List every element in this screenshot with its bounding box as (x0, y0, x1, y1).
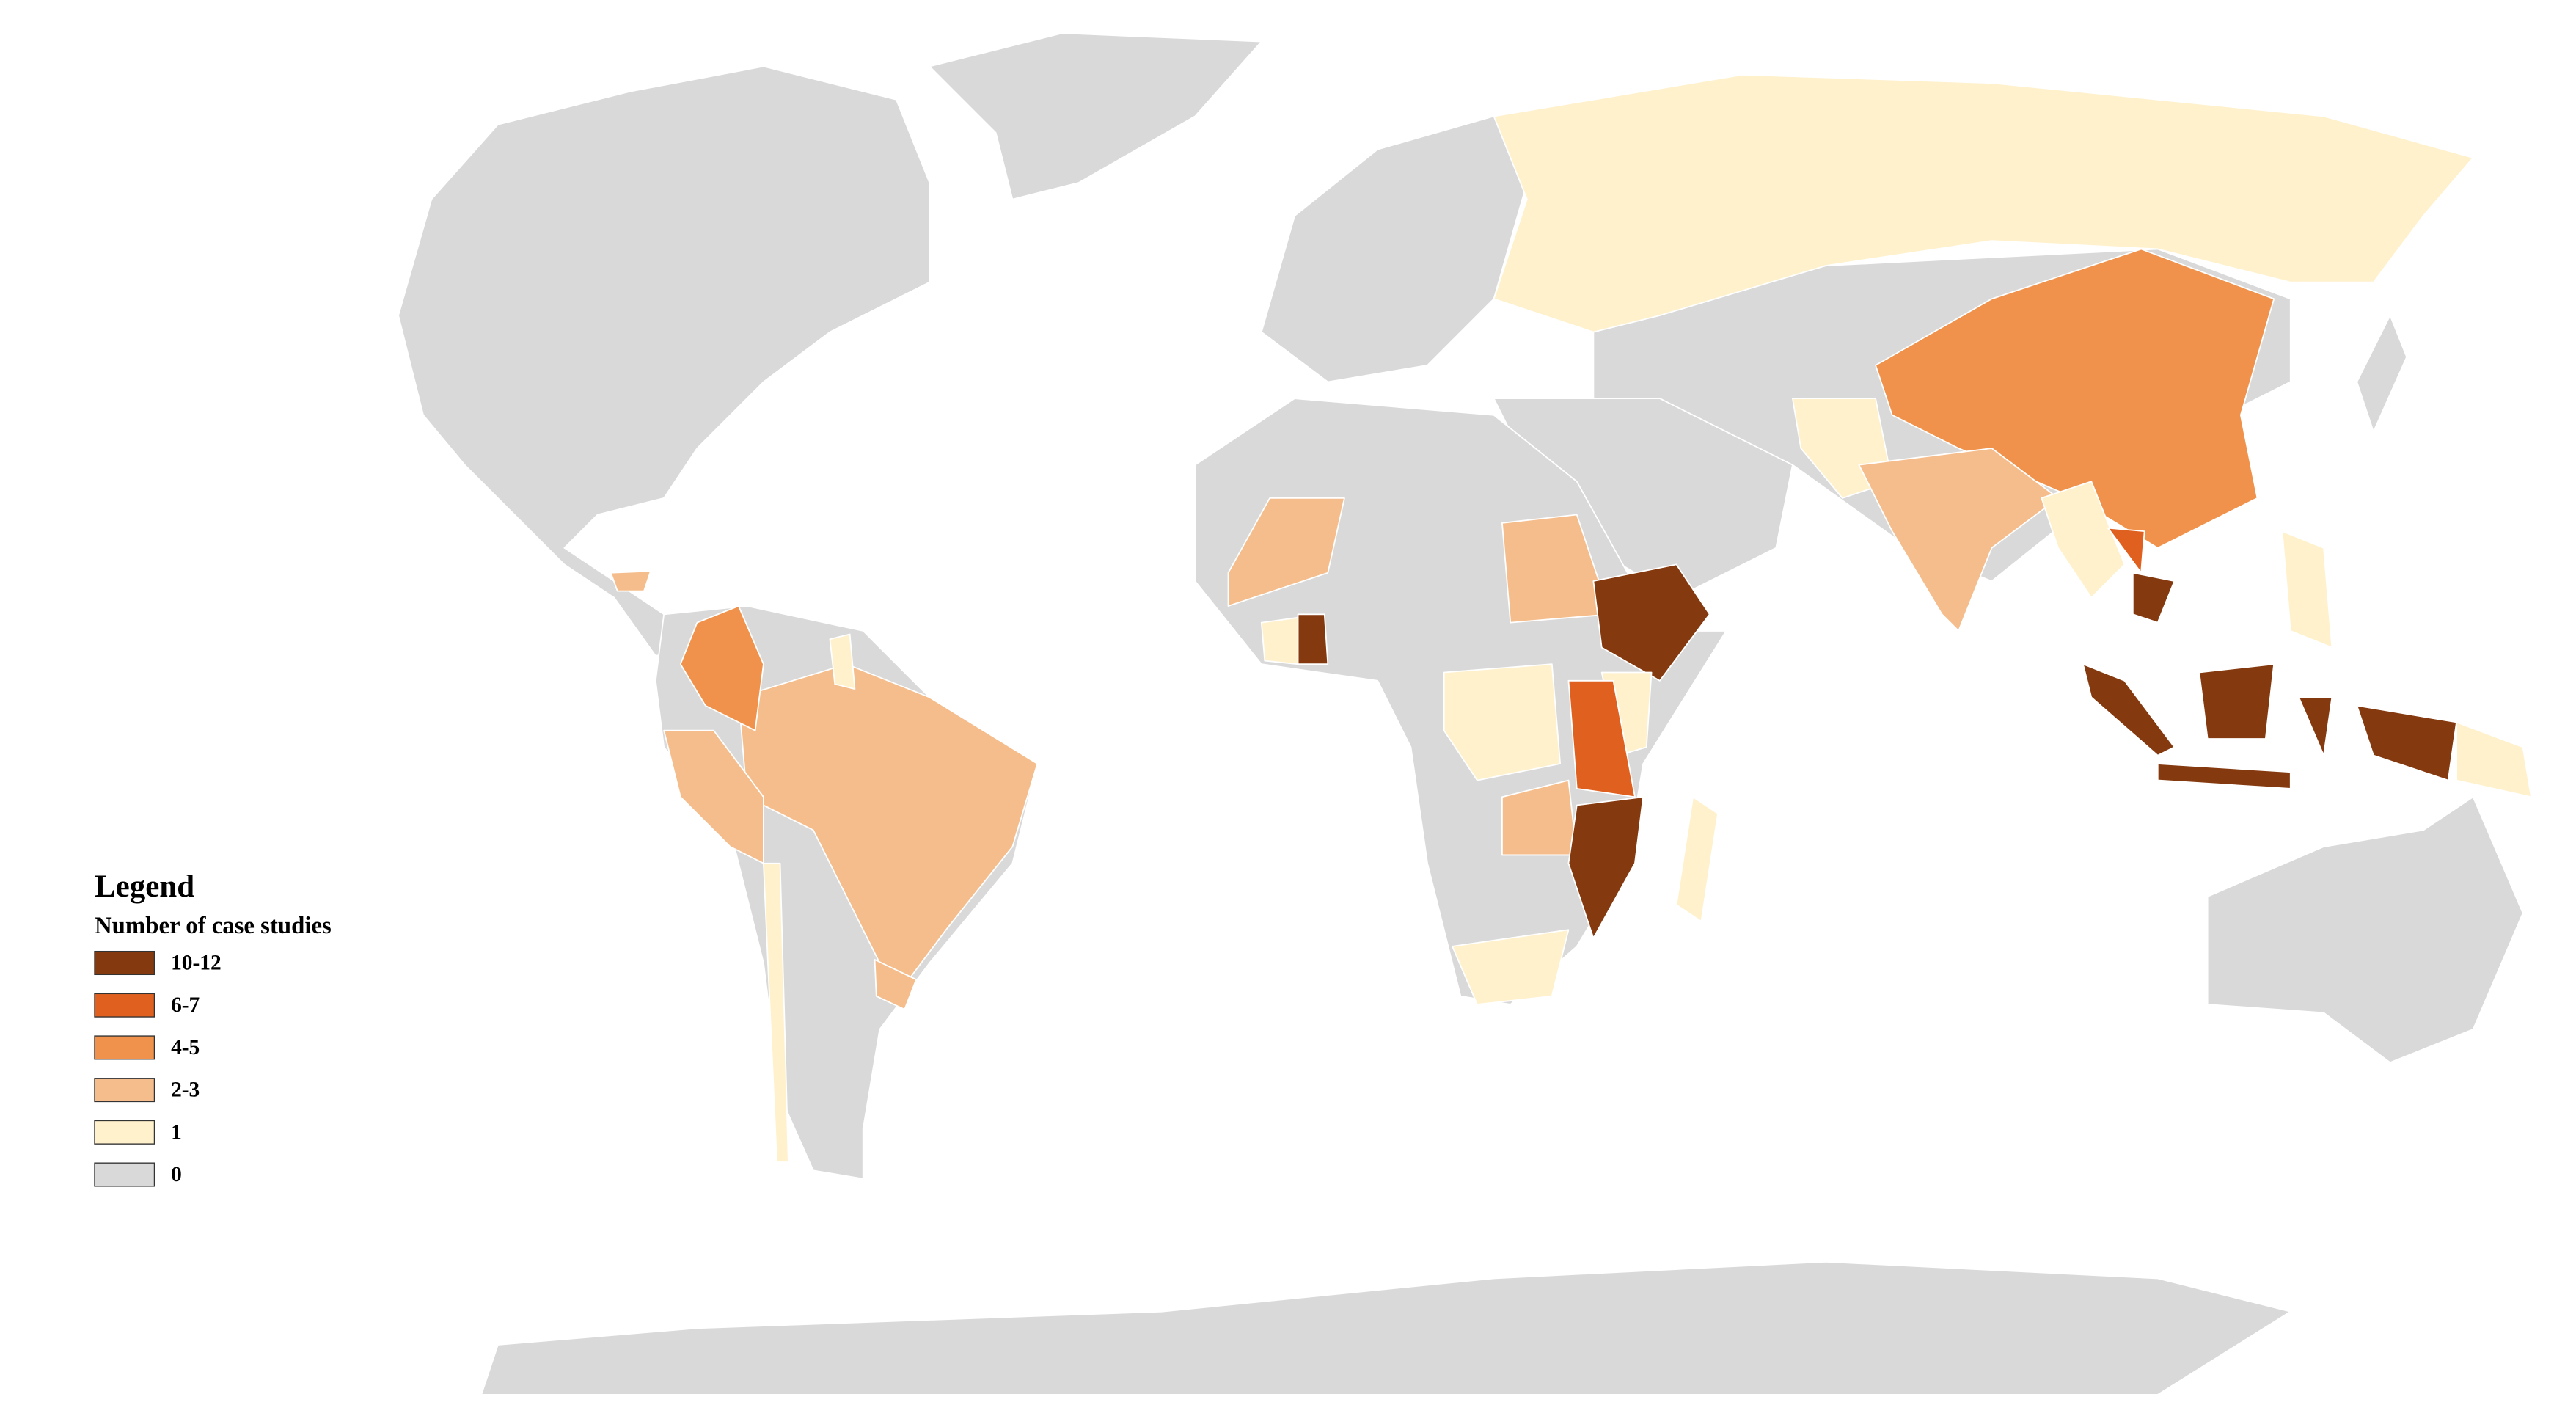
legend-title: Legend (95, 869, 194, 904)
mali (1227, 497, 1345, 607)
myanmar-thailand (2041, 481, 2126, 599)
mozambique (1567, 796, 1644, 939)
drc (1443, 663, 1562, 781)
legend: Legend Number of case studies 10-12 6-7 4-… (94, 869, 332, 1187)
japan (2356, 315, 2408, 433)
cote-divoire (1260, 616, 1299, 665)
legend-swatch (94, 1078, 155, 1103)
philippines (2281, 530, 2333, 649)
sulawesi (2298, 696, 2333, 756)
legend-label: 10-12 (171, 952, 222, 975)
legend-label: 1 (171, 1120, 182, 1144)
legend-swatch (94, 950, 155, 976)
madagascar (1675, 796, 1719, 922)
legend-swatch (94, 1162, 155, 1187)
india (1858, 448, 2059, 632)
greenland (929, 32, 1262, 200)
legend-subtitle: Number of case studies (95, 913, 332, 939)
legend-swatch (94, 1035, 155, 1060)
antarctica (480, 1260, 2291, 1395)
chile (763, 862, 789, 1163)
south-africa (1452, 929, 1570, 1005)
java (2156, 763, 2291, 789)
legend-label: 4-5 (171, 1036, 200, 1059)
north-america (398, 65, 931, 657)
tanzania (1567, 679, 1636, 798)
colombia (679, 605, 764, 731)
central-america-country (610, 570, 651, 592)
uruguay (874, 959, 918, 1010)
laos (2107, 527, 2145, 574)
sumatra (2082, 663, 2176, 756)
china (1875, 248, 2275, 549)
legend-label: 6-7 (171, 993, 200, 1017)
legend-label: 0 (171, 1163, 182, 1186)
guyana (829, 633, 856, 690)
legend-swatch (94, 1120, 155, 1145)
europe (1260, 115, 1528, 383)
ethiopia (1592, 563, 1710, 682)
papua-new-guinea (2456, 721, 2532, 798)
borneo (2198, 663, 2275, 740)
legend-label: 2-3 (171, 1079, 200, 1102)
land (398, 32, 2532, 1395)
russia (1493, 73, 2474, 333)
legend-swatch (94, 993, 155, 1018)
australia (2206, 796, 2524, 1064)
brazil (738, 663, 1039, 997)
papua (2356, 704, 2457, 781)
ghana (1297, 613, 1329, 665)
cambodia-vietnam (2132, 572, 2176, 624)
